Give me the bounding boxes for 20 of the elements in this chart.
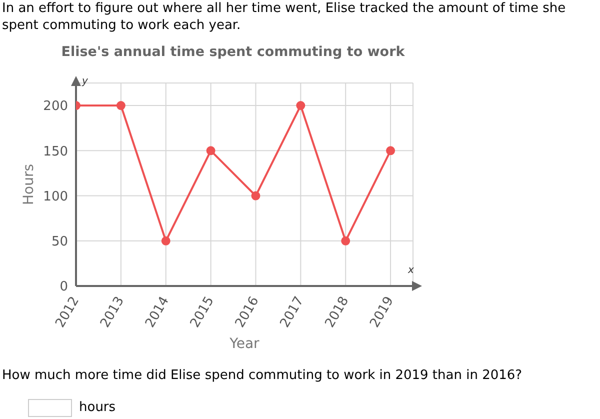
point	[206, 146, 216, 156]
y-tick-label: 0	[60, 280, 68, 295]
point	[251, 191, 260, 200]
y-tick-label: 150	[43, 144, 68, 160]
annotation: x	[408, 265, 414, 276]
text: hours	[79, 400, 116, 415]
y-tick-label: 100	[43, 189, 68, 204]
text: How much more time did Elise spend commuting to work in 2019 than in 2016?	[2, 368, 522, 383]
point	[116, 101, 126, 110]
annotation: y	[82, 76, 88, 87]
y-tick-label: 200	[43, 99, 68, 114]
point	[341, 236, 350, 246]
point	[296, 101, 306, 110]
point	[386, 146, 396, 156]
text: In an effort to figure out where all her time went, Elise tracked the amount of time she spent commuting to work each year.	[2, 0, 567, 34]
point	[161, 236, 170, 246]
x-axis-title: Year	[228, 336, 260, 352]
y-tick-label: 50	[51, 234, 68, 250]
y-axis-title: Hours	[20, 164, 37, 206]
chart-title: Elise's annual time spent commuting to work	[60, 44, 406, 60]
